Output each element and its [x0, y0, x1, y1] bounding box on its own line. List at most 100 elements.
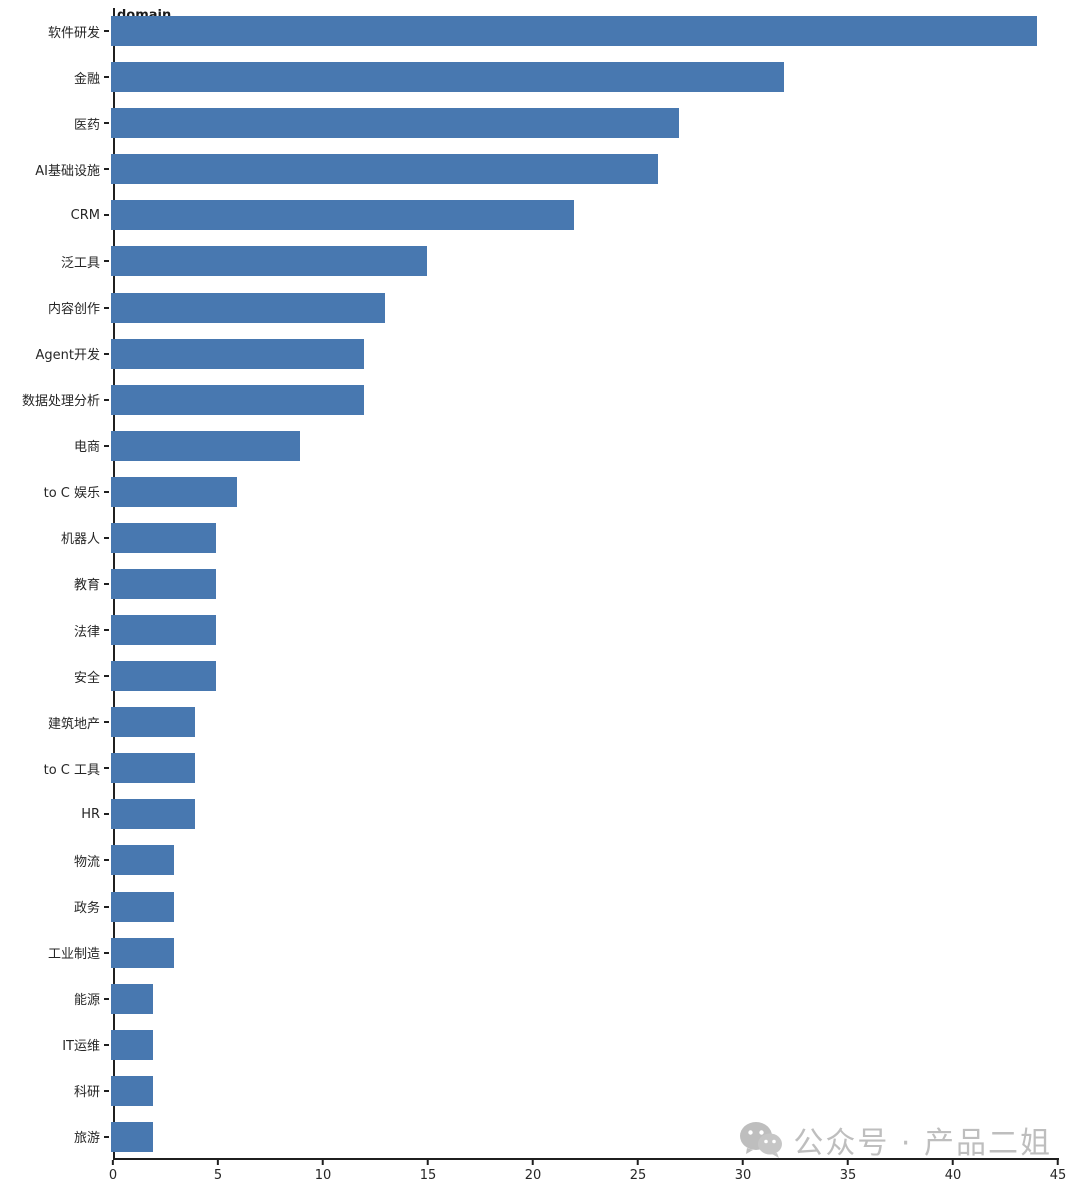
y-tick-mark — [104, 306, 109, 309]
y-tick-mark — [104, 813, 109, 816]
y-tick-mark — [104, 444, 109, 447]
y-tick-label: 泛工具 — [60, 255, 100, 271]
bar-row: 泛工具 — [0, 238, 1058, 284]
bar-row: to C 工具 — [0, 745, 1058, 791]
bar-track — [111, 707, 1058, 738]
bar-row: Agent开发 — [0, 331, 1058, 377]
x-tick-mark — [951, 1160, 954, 1165]
bar — [111, 1029, 154, 1060]
y-tick-label: 工业制造 — [47, 947, 100, 963]
y-tick-mark — [104, 30, 109, 33]
x-tick: 25 — [629, 1160, 647, 1183]
y-tick-label: to C 娱乐 — [43, 486, 100, 502]
bar — [111, 62, 785, 93]
x-tick: 45 — [1050, 1160, 1066, 1183]
y-tick-label: 旅游 — [73, 1131, 100, 1147]
bar — [111, 246, 427, 277]
bar-row: HR — [0, 791, 1058, 837]
bar-track — [111, 845, 1058, 876]
y-tick-mark — [104, 721, 109, 724]
x-tick-mark — [531, 1160, 534, 1165]
x-tick-label: 10 — [314, 1168, 332, 1183]
bar-track — [111, 983, 1058, 1014]
bar-row: 金融 — [0, 54, 1058, 100]
y-tick-mark — [104, 352, 109, 355]
x-tick-mark — [741, 1160, 744, 1165]
bar — [111, 154, 659, 185]
bar-track — [111, 200, 1058, 231]
bar-track — [111, 16, 1058, 47]
y-tick-mark — [104, 260, 109, 263]
y-tick-mark — [104, 675, 109, 678]
bar-row: 物流 — [0, 837, 1058, 883]
bar — [111, 430, 301, 461]
bar — [111, 108, 680, 139]
y-tick-mark — [104, 859, 109, 862]
watermark: 公众号 · 产品二姐 — [739, 1118, 1052, 1162]
bar-row: 医药 — [0, 100, 1058, 146]
bar-row: 科研 — [0, 1068, 1058, 1114]
x-tick: 40 — [944, 1160, 962, 1183]
y-tick-label: 政务 — [73, 901, 100, 917]
bar — [111, 937, 175, 968]
bar — [111, 753, 196, 784]
x-tick-label: 25 — [629, 1168, 647, 1183]
bar-row: 建筑地产 — [0, 699, 1058, 745]
bar-track — [111, 891, 1058, 922]
bar-track — [111, 522, 1058, 553]
bar-track — [111, 661, 1058, 692]
y-tick-mark — [104, 76, 109, 79]
bar — [111, 1075, 154, 1106]
bar-track — [111, 615, 1058, 646]
bar-track — [111, 476, 1058, 507]
bar-track — [111, 1121, 1058, 1152]
y-tick-mark — [104, 536, 109, 539]
bar-track — [111, 1029, 1058, 1060]
bar-row: 旅游 — [0, 1114, 1058, 1160]
x-tick-mark — [636, 1160, 639, 1165]
y-tick-mark — [104, 951, 109, 954]
y-tick-label: Agent开发 — [35, 348, 100, 364]
y-tick-label: 安全 — [73, 670, 100, 686]
bar — [111, 522, 217, 553]
x-tick-label: 0 — [108, 1168, 118, 1183]
bar-row: to C 娱乐 — [0, 469, 1058, 515]
bar-track — [111, 937, 1058, 968]
y-tick-label: 软件研发 — [47, 25, 100, 41]
bar-row: 内容创作 — [0, 284, 1058, 330]
bar-track — [111, 430, 1058, 461]
y-tick-mark — [104, 905, 109, 908]
bar-track — [111, 62, 1058, 93]
x-tick-label: 35 — [839, 1168, 857, 1183]
y-tick-label: 科研 — [73, 1085, 100, 1101]
bar-track — [111, 292, 1058, 323]
y-tick-label: IT运维 — [62, 1039, 100, 1055]
y-tick-label: 能源 — [73, 993, 100, 1009]
y-tick-label: to C 工具 — [43, 762, 100, 778]
x-tick-label: 5 — [213, 1168, 223, 1183]
bar-row: CRM — [0, 192, 1058, 238]
y-tick-mark — [104, 1089, 109, 1092]
bar-row: 电商 — [0, 423, 1058, 469]
y-tick-mark — [104, 997, 109, 1000]
bar-track — [111, 568, 1058, 599]
bar-row: IT运维 — [0, 1022, 1058, 1068]
x-tick-label: 40 — [944, 1168, 962, 1183]
y-tick-mark — [104, 629, 109, 632]
x-tick: 30 — [735, 1160, 751, 1183]
bar — [111, 799, 196, 830]
x-tick-mark — [426, 1160, 429, 1165]
y-tick-mark — [104, 490, 109, 493]
bar-track — [111, 108, 1058, 139]
y-tick-label: 建筑地产 — [47, 716, 100, 732]
x-tick-mark — [217, 1160, 219, 1165]
bar — [111, 1121, 154, 1152]
y-tick-label: CRM — [70, 207, 100, 223]
bar-row: 教育 — [0, 561, 1058, 607]
y-tick-mark — [104, 122, 109, 125]
bar-row: 机器人 — [0, 515, 1058, 561]
bar-row: 能源 — [0, 976, 1058, 1022]
x-tick: 20 — [525, 1160, 541, 1183]
bar — [111, 384, 364, 415]
y-tick-mark — [104, 214, 109, 217]
